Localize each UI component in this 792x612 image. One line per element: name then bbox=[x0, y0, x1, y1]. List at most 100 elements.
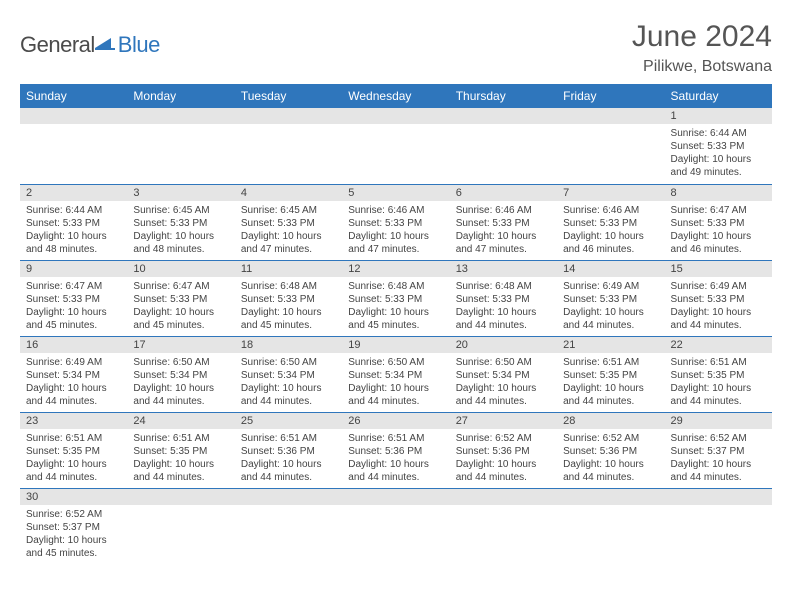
day-data-line: Sunset: 5:35 PM bbox=[671, 369, 766, 382]
day-data-line: Sunset: 5:33 PM bbox=[348, 217, 443, 230]
day-data-line: Daylight: 10 hours bbox=[456, 306, 551, 319]
logo: General Blue bbox=[20, 32, 160, 58]
day-number bbox=[557, 108, 664, 124]
day-data-line: Sunset: 5:33 PM bbox=[456, 293, 551, 306]
day-data-line: Daylight: 10 hours bbox=[26, 458, 121, 471]
day-data-line: Sunrise: 6:50 AM bbox=[456, 356, 551, 369]
day-data-line: Daylight: 10 hours bbox=[241, 458, 336, 471]
day-number: 5 bbox=[342, 185, 449, 201]
day-number bbox=[557, 489, 664, 505]
calendar-cell: 7Sunrise: 6:46 AMSunset: 5:33 PMDaylight… bbox=[557, 184, 664, 260]
calendar-cell bbox=[342, 488, 449, 564]
day-number: 6 bbox=[450, 185, 557, 201]
calendar-cell: 16Sunrise: 6:49 AMSunset: 5:34 PMDayligh… bbox=[20, 336, 127, 412]
calendar-cell: 4Sunrise: 6:45 AMSunset: 5:33 PMDaylight… bbox=[235, 184, 342, 260]
calendar-cell: 15Sunrise: 6:49 AMSunset: 5:33 PMDayligh… bbox=[665, 260, 772, 336]
calendar-cell: 13Sunrise: 6:48 AMSunset: 5:33 PMDayligh… bbox=[450, 260, 557, 336]
calendar-cell: 28Sunrise: 6:52 AMSunset: 5:36 PMDayligh… bbox=[557, 412, 664, 488]
day-number: 21 bbox=[557, 337, 664, 353]
day-number: 20 bbox=[450, 337, 557, 353]
calendar-cell: 23Sunrise: 6:51 AMSunset: 5:35 PMDayligh… bbox=[20, 412, 127, 488]
day-data-line: Sunrise: 6:50 AM bbox=[348, 356, 443, 369]
day-data-line: Sunset: 5:33 PM bbox=[456, 217, 551, 230]
month-title: June 2024 bbox=[632, 20, 772, 54]
day-number: 30 bbox=[20, 489, 127, 505]
day-data-line: and 44 minutes. bbox=[671, 471, 766, 484]
day-data-line: Sunset: 5:34 PM bbox=[348, 369, 443, 382]
day-data-line: Daylight: 10 hours bbox=[348, 306, 443, 319]
day-number: 28 bbox=[557, 413, 664, 429]
day-data-line: Sunrise: 6:51 AM bbox=[133, 432, 228, 445]
day-data-line: Sunset: 5:33 PM bbox=[241, 293, 336, 306]
day-data-line: Sunrise: 6:51 AM bbox=[671, 356, 766, 369]
weekday-header: Thursday bbox=[450, 84, 557, 108]
day-number: 18 bbox=[235, 337, 342, 353]
day-data-line: and 44 minutes. bbox=[348, 471, 443, 484]
day-data: Sunrise: 6:51 AMSunset: 5:35 PMDaylight:… bbox=[557, 353, 664, 412]
day-data-line: Sunrise: 6:52 AM bbox=[26, 508, 121, 521]
calendar-row: 30Sunrise: 6:52 AMSunset: 5:37 PMDayligh… bbox=[20, 488, 772, 564]
day-data-line: and 44 minutes. bbox=[133, 471, 228, 484]
day-number: 26 bbox=[342, 413, 449, 429]
day-data-line: Sunrise: 6:49 AM bbox=[671, 280, 766, 293]
day-data-line: Sunset: 5:33 PM bbox=[133, 217, 228, 230]
day-data: Sunrise: 6:47 AMSunset: 5:33 PMDaylight:… bbox=[665, 201, 772, 260]
day-data-line: Daylight: 10 hours bbox=[671, 230, 766, 243]
calendar-row: 2Sunrise: 6:44 AMSunset: 5:33 PMDaylight… bbox=[20, 184, 772, 260]
day-data-line: and 44 minutes. bbox=[456, 395, 551, 408]
day-data-line: and 46 minutes. bbox=[563, 243, 658, 256]
weekday-header: Monday bbox=[127, 84, 234, 108]
day-data-line: Sunrise: 6:52 AM bbox=[563, 432, 658, 445]
calendar-cell: 3Sunrise: 6:45 AMSunset: 5:33 PMDaylight… bbox=[127, 184, 234, 260]
calendar-cell: 12Sunrise: 6:48 AMSunset: 5:33 PMDayligh… bbox=[342, 260, 449, 336]
weekday-header: Tuesday bbox=[235, 84, 342, 108]
day-number: 25 bbox=[235, 413, 342, 429]
day-data-line: Sunrise: 6:51 AM bbox=[241, 432, 336, 445]
day-data: Sunrise: 6:48 AMSunset: 5:33 PMDaylight:… bbox=[450, 277, 557, 336]
day-data-line: Sunrise: 6:51 AM bbox=[348, 432, 443, 445]
day-data-line: Sunset: 5:34 PM bbox=[133, 369, 228, 382]
weekday-header-row: Sunday Monday Tuesday Wednesday Thursday… bbox=[20, 84, 772, 108]
day-number: 3 bbox=[127, 185, 234, 201]
calendar-cell: 10Sunrise: 6:47 AMSunset: 5:33 PMDayligh… bbox=[127, 260, 234, 336]
calendar-cell bbox=[450, 108, 557, 184]
day-data-line: Sunset: 5:33 PM bbox=[671, 293, 766, 306]
day-data-line: and 44 minutes. bbox=[241, 395, 336, 408]
day-data: Sunrise: 6:46 AMSunset: 5:33 PMDaylight:… bbox=[342, 201, 449, 260]
day-data-line: Daylight: 10 hours bbox=[563, 230, 658, 243]
calendar-cell: 27Sunrise: 6:52 AMSunset: 5:36 PMDayligh… bbox=[450, 412, 557, 488]
day-number bbox=[342, 108, 449, 124]
calendar-cell: 8Sunrise: 6:47 AMSunset: 5:33 PMDaylight… bbox=[665, 184, 772, 260]
day-data-line: Daylight: 10 hours bbox=[26, 230, 121, 243]
day-number: 12 bbox=[342, 261, 449, 277]
calendar-cell: 19Sunrise: 6:50 AMSunset: 5:34 PMDayligh… bbox=[342, 336, 449, 412]
calendar-cell bbox=[127, 488, 234, 564]
day-data-line: Daylight: 10 hours bbox=[563, 306, 658, 319]
day-data-line: Sunrise: 6:52 AM bbox=[671, 432, 766, 445]
day-data-line: Daylight: 10 hours bbox=[456, 458, 551, 471]
day-data-line: Sunset: 5:33 PM bbox=[563, 293, 658, 306]
day-data: Sunrise: 6:49 AMSunset: 5:33 PMDaylight:… bbox=[557, 277, 664, 336]
day-data-line: and 47 minutes. bbox=[456, 243, 551, 256]
day-data: Sunrise: 6:52 AMSunset: 5:37 PMDaylight:… bbox=[665, 429, 772, 488]
day-data-line: Daylight: 10 hours bbox=[563, 382, 658, 395]
day-data-line: Sunset: 5:33 PM bbox=[671, 140, 766, 153]
calendar-row: 16Sunrise: 6:49 AMSunset: 5:34 PMDayligh… bbox=[20, 336, 772, 412]
weekday-header: Wednesday bbox=[342, 84, 449, 108]
day-data-line: Sunrise: 6:45 AM bbox=[241, 204, 336, 217]
day-data: Sunrise: 6:45 AMSunset: 5:33 PMDaylight:… bbox=[127, 201, 234, 260]
day-number: 7 bbox=[557, 185, 664, 201]
day-data-line: and 44 minutes. bbox=[133, 395, 228, 408]
day-data-line: and 44 minutes. bbox=[456, 471, 551, 484]
day-number bbox=[450, 489, 557, 505]
day-data-line: Sunset: 5:33 PM bbox=[26, 217, 121, 230]
day-data-line: and 45 minutes. bbox=[26, 319, 121, 332]
calendar-cell: 24Sunrise: 6:51 AMSunset: 5:35 PMDayligh… bbox=[127, 412, 234, 488]
day-number: 29 bbox=[665, 413, 772, 429]
day-data-line: Daylight: 10 hours bbox=[348, 382, 443, 395]
day-number: 27 bbox=[450, 413, 557, 429]
day-data-line: Sunrise: 6:47 AM bbox=[671, 204, 766, 217]
day-data: Sunrise: 6:44 AMSunset: 5:33 PMDaylight:… bbox=[20, 201, 127, 260]
day-data-line: Sunset: 5:37 PM bbox=[671, 445, 766, 458]
day-data: Sunrise: 6:46 AMSunset: 5:33 PMDaylight:… bbox=[557, 201, 664, 260]
